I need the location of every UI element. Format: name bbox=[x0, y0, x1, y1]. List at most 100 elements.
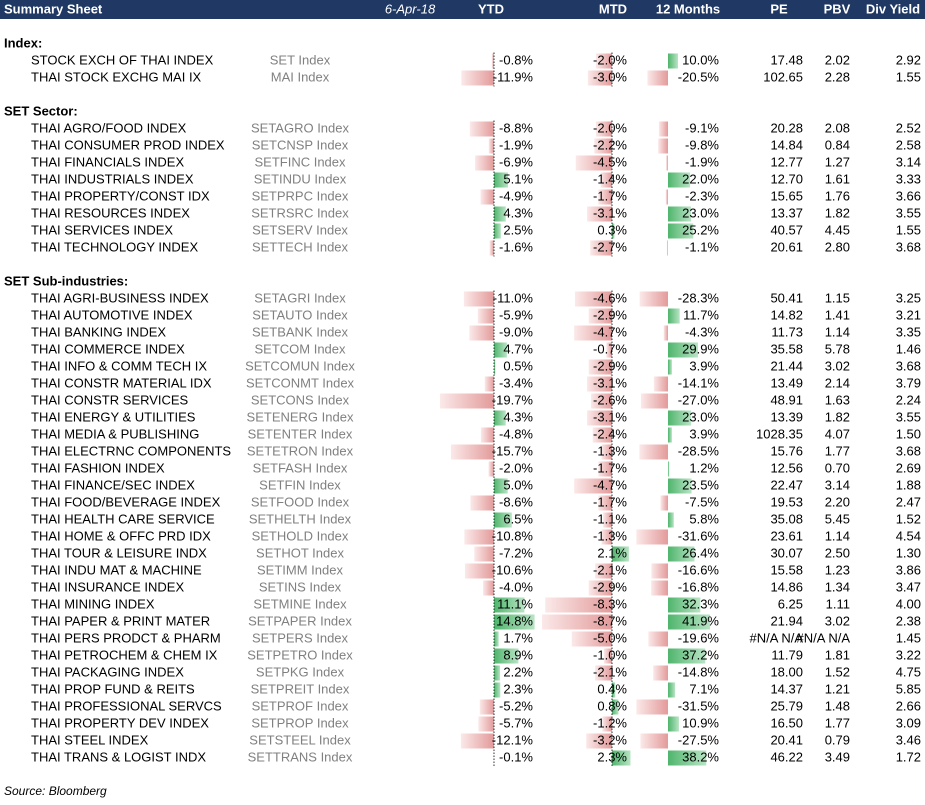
ticker: SETRSRC Index bbox=[251, 205, 349, 220]
value-cell: 16.50 bbox=[770, 715, 803, 730]
positive-bar bbox=[668, 54, 678, 69]
ticker: MAI Index bbox=[271, 69, 330, 84]
value-cell: 3.46 bbox=[896, 732, 921, 747]
value-cell: 26.4% bbox=[682, 545, 719, 560]
ticker: SETCNSP Index bbox=[252, 137, 349, 152]
index-name: THAI PROPERTY/CONST IDX bbox=[31, 188, 210, 203]
positive-bar bbox=[668, 513, 674, 528]
negative-bar bbox=[636, 700, 668, 715]
negative-bar bbox=[666, 156, 668, 171]
value-cell: 0.5% bbox=[503, 358, 533, 373]
section-title: SET Sub-industries: bbox=[4, 273, 128, 288]
value-cell: 3.68 bbox=[896, 239, 921, 254]
value-cell: 48.91 bbox=[770, 392, 803, 407]
value-cell: 6.25 bbox=[778, 596, 803, 611]
value-cell: 46.22 bbox=[770, 749, 803, 764]
index-name: THAI AUTOMOTIVE INDEX bbox=[31, 307, 193, 322]
value-cell: -2.4% bbox=[593, 426, 627, 441]
ticker: SETFIN Index bbox=[259, 477, 341, 492]
value-cell: 35.08 bbox=[770, 511, 803, 526]
value-cell: 3.35 bbox=[896, 324, 921, 339]
index-name: THAI MINING INDEX bbox=[31, 596, 155, 611]
value-cell: 2.08 bbox=[825, 120, 850, 135]
value-cell: 10.0% bbox=[682, 52, 719, 67]
value-cell: 2.66 bbox=[896, 698, 921, 713]
index-name: THAI PERS PRODCT & PHARM bbox=[31, 630, 221, 645]
ticker: SETHOT Index bbox=[256, 545, 344, 560]
value-cell: 1.21 bbox=[825, 681, 850, 696]
value-cell: 15.65 bbox=[770, 188, 803, 203]
ticker: SETHOLD Index bbox=[252, 528, 349, 543]
value-cell: 1.30 bbox=[896, 545, 921, 560]
value-cell: 2.3% bbox=[503, 681, 533, 696]
index-name: THAI SERVICES INDEX bbox=[31, 222, 173, 237]
value-cell: -8.7% bbox=[593, 613, 627, 628]
value-cell: 2.24 bbox=[896, 392, 921, 407]
negative-bar bbox=[651, 581, 668, 596]
negative-bar bbox=[485, 377, 494, 392]
value-cell: -27.5% bbox=[678, 732, 720, 747]
value-cell: 13.49 bbox=[770, 375, 803, 390]
value-cell: -31.6% bbox=[678, 528, 720, 543]
value-cell: -20.5% bbox=[678, 69, 720, 84]
value-cell: 0.70 bbox=[825, 460, 850, 475]
value-cell: 3.02 bbox=[825, 358, 850, 373]
value-cell: 3.55 bbox=[896, 409, 921, 424]
value-cell: 2.02 bbox=[825, 52, 850, 67]
value-cell: 6.5% bbox=[503, 511, 533, 526]
value-cell: 1.81 bbox=[825, 647, 850, 662]
value-cell: -2.7% bbox=[593, 239, 627, 254]
ticker: SETENERG Index bbox=[247, 409, 354, 424]
ticker: SETINS Index bbox=[259, 579, 342, 594]
ticker: SETPROF Index bbox=[252, 698, 349, 713]
value-cell: 13.39 bbox=[770, 409, 803, 424]
index-name: THAI TOUR & LEISURE INDX bbox=[31, 545, 207, 560]
index-name: THAI INFO & COMM TECH IX bbox=[31, 358, 207, 373]
value-cell: 3.9% bbox=[689, 358, 719, 373]
positive-bar bbox=[668, 462, 669, 477]
negative-bar bbox=[660, 496, 668, 511]
negative-bar bbox=[489, 462, 494, 477]
value-cell: 5.1% bbox=[503, 171, 533, 186]
value-cell: 3.25 bbox=[896, 290, 921, 305]
value-cell: 32.3% bbox=[682, 596, 719, 611]
value-cell: 3.66 bbox=[896, 188, 921, 203]
value-cell: 0.79 bbox=[825, 732, 850, 747]
value-cell: 2.38 bbox=[896, 613, 921, 628]
value-cell: 1.63 bbox=[825, 392, 850, 407]
value-cell: 2.2% bbox=[503, 664, 533, 679]
value-cell: 0.4% bbox=[597, 681, 627, 696]
index-name: THAI PROP FUND & REITS bbox=[31, 681, 195, 696]
value-cell: 1.52 bbox=[825, 664, 850, 679]
value-cell: 22.0% bbox=[682, 171, 719, 186]
value-cell: -8.8% bbox=[499, 120, 533, 135]
negative-bar bbox=[475, 156, 494, 171]
ticker: SETFASH Index bbox=[253, 460, 348, 475]
negative-bar bbox=[481, 428, 494, 443]
index-name: THAI CONSUMER PROD INDEX bbox=[31, 137, 225, 152]
value-cell: 2.52 bbox=[896, 120, 921, 135]
value-cell: 12.77 bbox=[770, 154, 803, 169]
value-cell: 11.73 bbox=[771, 324, 803, 339]
negative-bar bbox=[474, 547, 494, 562]
value-cell: 2.69 bbox=[896, 460, 921, 475]
index-name: THAI MEDIA & PUBLISHING bbox=[31, 426, 199, 441]
negative-bar bbox=[640, 734, 668, 749]
value-cell: -4.3% bbox=[685, 324, 719, 339]
index-name: THAI FINANCE/SEC INDEX bbox=[31, 477, 195, 492]
value-cell: 21.94 bbox=[770, 613, 803, 628]
value-cell: 1.82 bbox=[825, 409, 850, 424]
value-cell: -3.1% bbox=[593, 205, 627, 220]
ticker: SETPRPC Index bbox=[252, 188, 349, 203]
value-cell: 1.48 bbox=[825, 698, 850, 713]
positive-bar bbox=[494, 683, 500, 698]
value-cell: -1.1% bbox=[685, 239, 719, 254]
ticker: SETENTER Index bbox=[248, 426, 353, 441]
value-cell: 17.48 bbox=[770, 52, 803, 67]
index-name: THAI HOME & OFFC PRD IDX bbox=[31, 528, 211, 543]
value-cell: -1.6% bbox=[499, 239, 533, 254]
section-title: SET Sector: bbox=[4, 103, 78, 118]
value-cell: 20.41 bbox=[770, 732, 803, 747]
value-cell: 2.50 bbox=[825, 545, 850, 560]
value-cell: 2.5% bbox=[503, 222, 533, 237]
